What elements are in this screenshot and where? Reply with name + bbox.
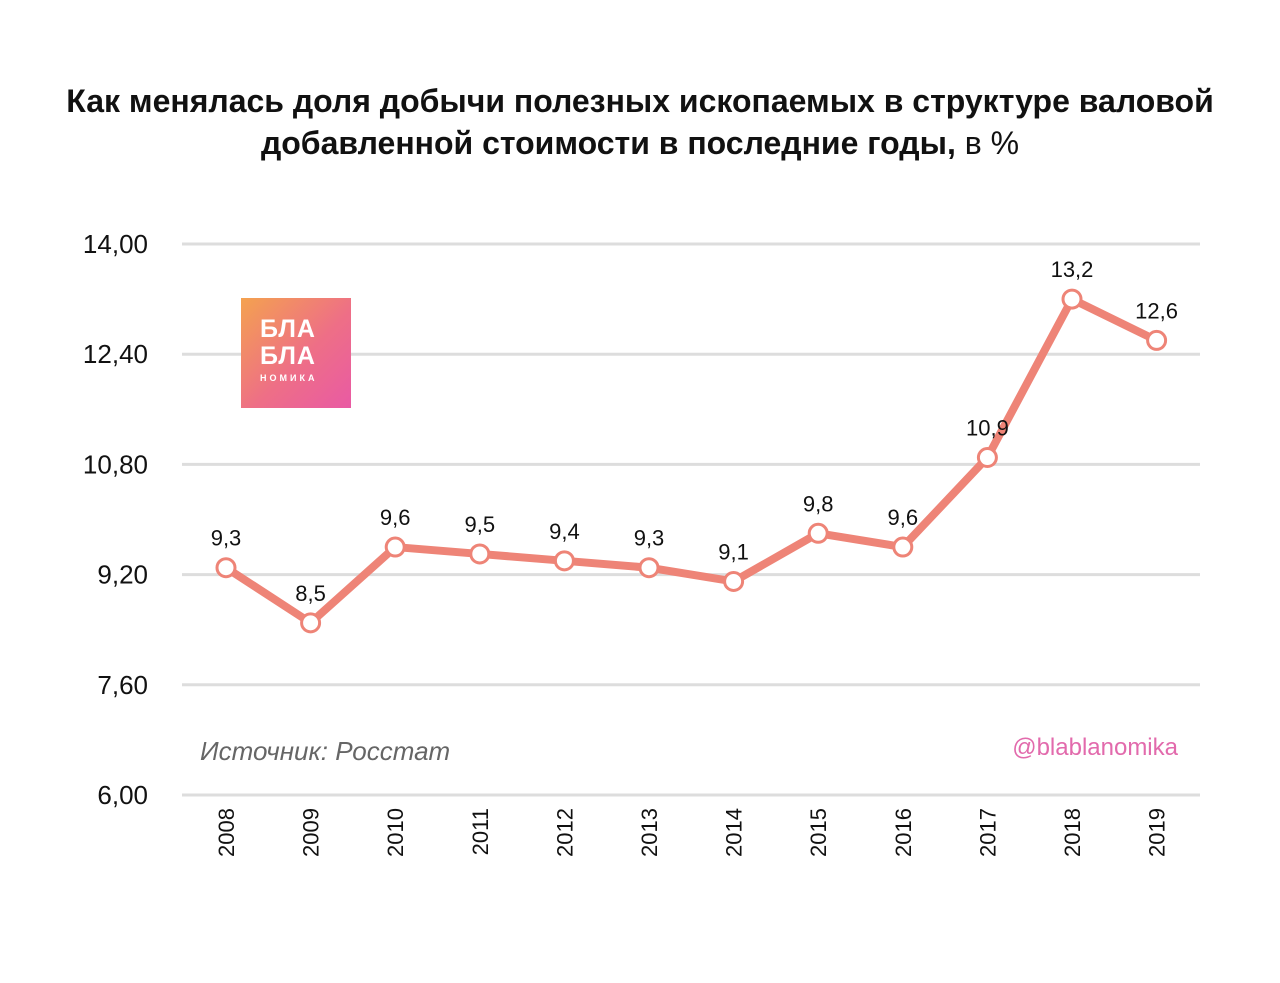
data-label: 10,9 bbox=[966, 416, 1009, 441]
x-tick-label: 2014 bbox=[722, 808, 747, 857]
y-tick-label: 9,20 bbox=[97, 560, 148, 590]
gridlines bbox=[182, 242, 1200, 797]
x-tick-label: 2010 bbox=[383, 808, 408, 857]
series-polyline bbox=[222, 295, 1161, 627]
blablanomika-logo: БЛА БЛА НОМИКА bbox=[241, 298, 351, 408]
data-point bbox=[976, 447, 998, 469]
data-point bbox=[1146, 329, 1168, 351]
logo-line-3: НОМИКА bbox=[260, 373, 318, 383]
data-point bbox=[723, 570, 745, 592]
data-point bbox=[892, 536, 914, 558]
data-label: 9,6 bbox=[380, 505, 411, 530]
data-point bbox=[553, 550, 575, 572]
y-axis-ticks: 6,00 7,60 9,20 10,80 12,40 14,00 bbox=[83, 229, 148, 810]
logo-line-2: БЛА bbox=[260, 342, 316, 370]
x-tick-label: 2008 bbox=[214, 808, 239, 857]
data-label: 9,8 bbox=[803, 491, 834, 516]
data-label: 9,1 bbox=[718, 539, 749, 564]
data-point bbox=[300, 612, 322, 634]
source-note: Источник: Росстат bbox=[200, 736, 451, 766]
data-label: 9,6 bbox=[888, 505, 919, 530]
x-axis-ticks: 2008 2009 2010 2011 2012 2013 2014 2015 2016 2017… bbox=[214, 808, 1170, 857]
x-tick-label: 2011 bbox=[468, 808, 493, 855]
data-point bbox=[1061, 288, 1083, 310]
data-point bbox=[638, 557, 660, 579]
data-label: 13,2 bbox=[1051, 257, 1094, 282]
y-tick-label: 6,00 bbox=[97, 780, 148, 810]
x-tick-label: 2013 bbox=[637, 808, 662, 857]
series-line bbox=[222, 295, 1161, 627]
data-point bbox=[384, 536, 406, 558]
data-point bbox=[469, 543, 491, 565]
data-label: 9,4 bbox=[549, 519, 580, 544]
data-label: 12,6 bbox=[1135, 298, 1178, 323]
chart-title-unit: в % bbox=[964, 125, 1020, 161]
y-tick-label: 7,60 bbox=[97, 670, 148, 700]
data-label: 9,3 bbox=[211, 526, 242, 551]
y-tick-label: 14,00 bbox=[83, 229, 148, 259]
logo-line-1: БЛА bbox=[260, 315, 316, 343]
chart-title: Как менялась доля добычи полезных ископа… bbox=[0, 80, 1280, 164]
y-tick-label: 10,80 bbox=[83, 449, 148, 479]
data-labels: 9,3 8,5 9,6 9,5 9,4 9,3 9,1 9,8 9,6 10,9 13,2 12,6 bbox=[211, 257, 1178, 606]
data-point bbox=[215, 557, 237, 579]
data-label: 9,3 bbox=[634, 526, 665, 551]
data-point bbox=[807, 522, 829, 544]
data-label: 8,5 bbox=[295, 581, 326, 606]
social-handle: @blablanomika bbox=[1012, 734, 1178, 761]
x-tick-label: 2012 bbox=[552, 808, 577, 857]
data-label: 9,5 bbox=[465, 512, 496, 537]
data-points bbox=[215, 288, 1168, 634]
y-tick-label: 12,40 bbox=[83, 339, 148, 369]
x-tick-label: 2018 bbox=[1060, 808, 1085, 857]
x-tick-label: 2009 bbox=[299, 808, 324, 857]
chart-title-main: Как менялась доля добычи полезных ископа… bbox=[66, 83, 1214, 161]
x-tick-label: 2016 bbox=[891, 808, 916, 857]
x-tick-label: 2019 bbox=[1145, 808, 1170, 857]
x-tick-label: 2017 bbox=[975, 808, 1000, 857]
x-tick-label: 2015 bbox=[806, 808, 831, 857]
